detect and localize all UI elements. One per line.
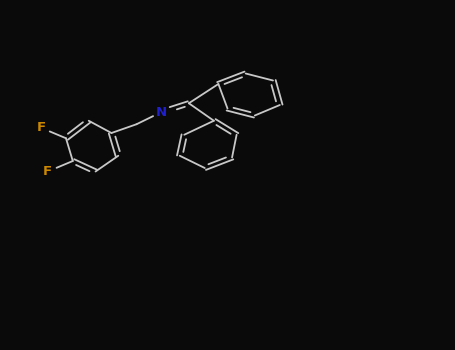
Text: F: F: [36, 121, 46, 134]
Text: N: N: [156, 105, 167, 119]
Text: F: F: [43, 165, 52, 178]
